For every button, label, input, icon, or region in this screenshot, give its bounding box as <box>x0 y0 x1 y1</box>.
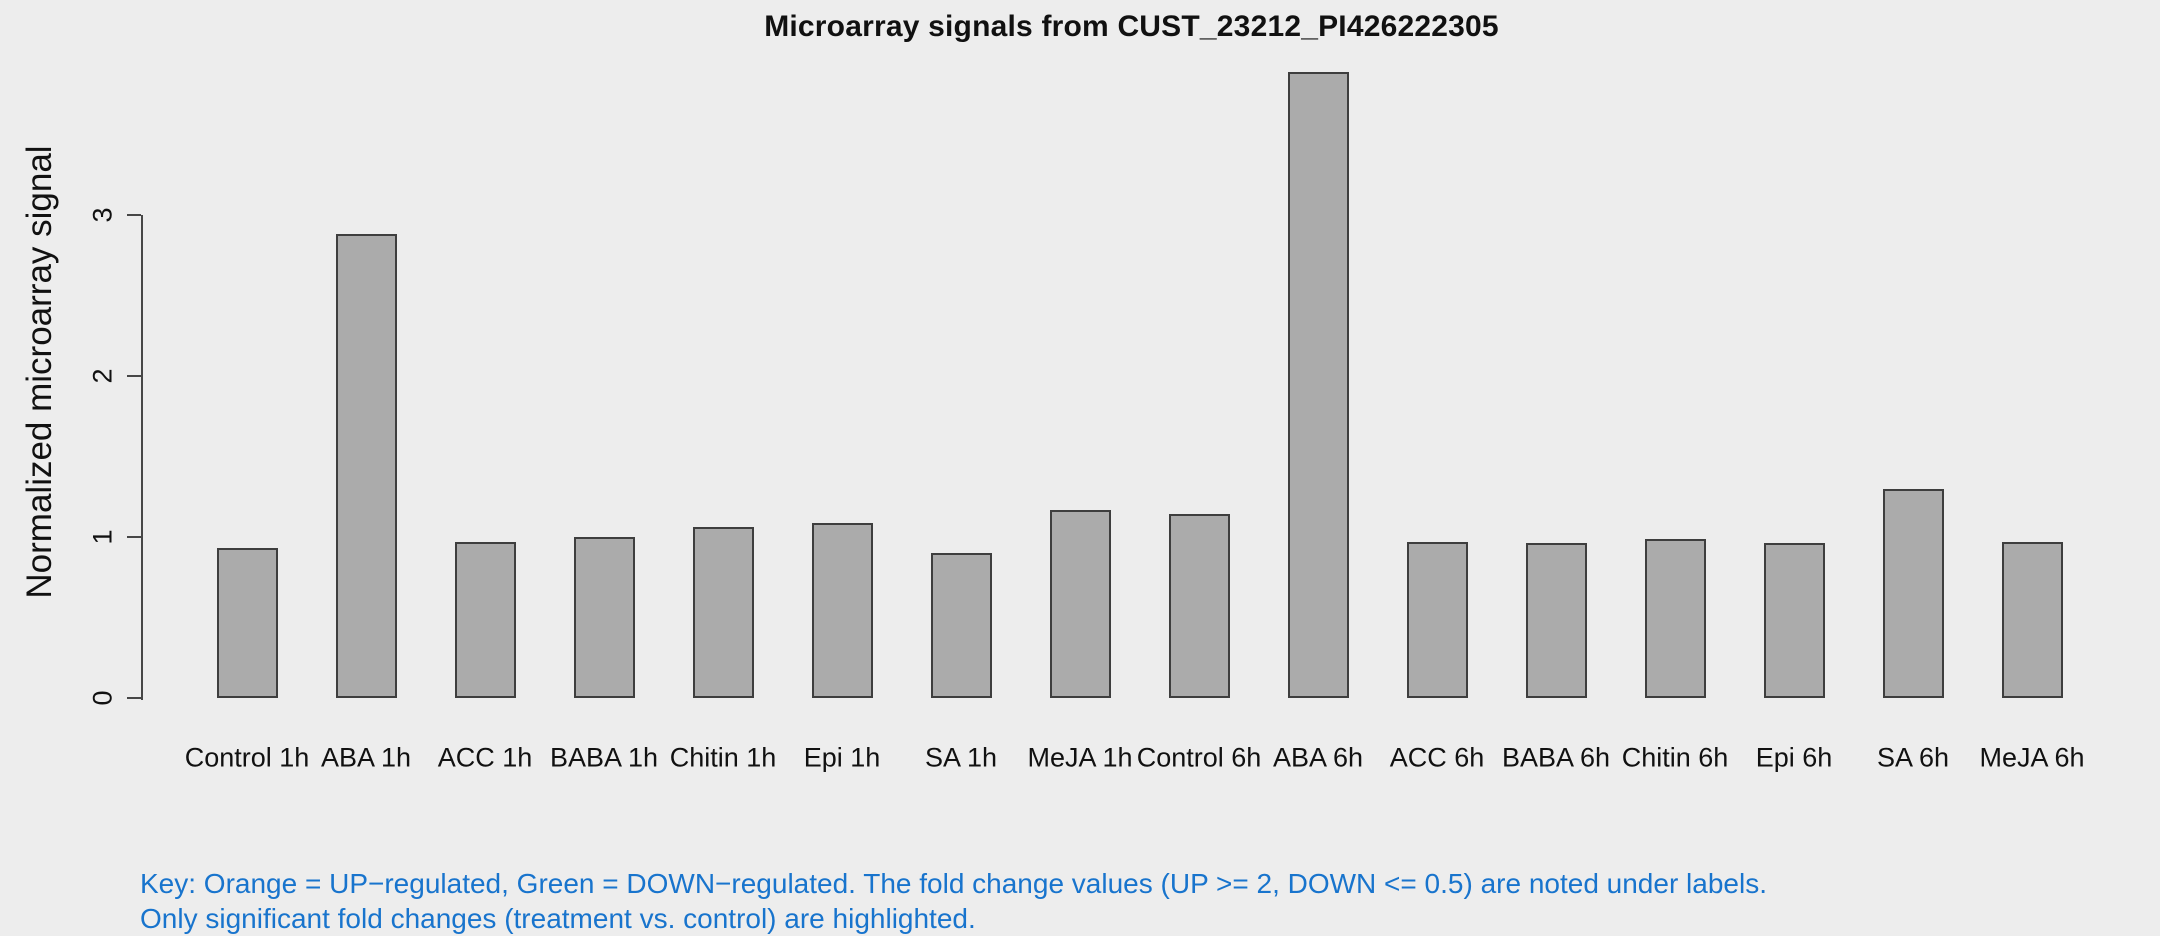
bar <box>574 537 635 698</box>
chart-title: Microarray signals from CUST_23212_PI426… <box>764 10 1499 43</box>
y-tick <box>127 536 141 538</box>
x-axis-label: Chitin 6h <box>1621 742 1729 773</box>
bar <box>217 548 278 698</box>
bar <box>455 542 516 698</box>
bar <box>2002 542 2063 698</box>
y-tick-label: 2 <box>87 368 118 384</box>
x-axis-label: MeJA 1h <box>1027 742 1133 773</box>
y-tick-label: 0 <box>87 690 118 706</box>
y-tick <box>127 697 141 699</box>
bar <box>1169 514 1230 698</box>
x-axis-label: ABA 6h <box>1272 742 1364 773</box>
x-axis-label: SA 6h <box>1876 742 1950 773</box>
x-axis-label: BABA 1h <box>549 742 659 773</box>
y-tick-label: 3 <box>87 207 118 223</box>
bar <box>1764 543 1825 698</box>
x-axis-label: ABA 1h <box>320 742 412 773</box>
y-tick-label: 1 <box>87 529 118 545</box>
key-note: Key: Orange = UP−regulated, Green = DOWN… <box>140 866 1767 936</box>
y-tick <box>127 375 141 377</box>
bar <box>812 523 873 698</box>
y-tick <box>127 214 141 216</box>
bar <box>1288 72 1349 698</box>
x-axis-label: Epi 1h <box>803 742 881 773</box>
x-axis-label: Control 1h <box>184 742 310 773</box>
key-note-line1: Key: Orange = UP−regulated, Green = DOWN… <box>140 868 1767 899</box>
bar <box>1407 542 1468 698</box>
bar <box>1883 489 1944 698</box>
bar <box>1050 510 1111 698</box>
bar <box>931 553 992 698</box>
y-axis-line <box>141 215 143 700</box>
x-axis-label: ACC 1h <box>437 742 533 773</box>
bar <box>1526 543 1587 698</box>
x-axis-label: Control 6h <box>1136 742 1262 773</box>
y-axis-label: Normalized microarray signal <box>20 145 59 599</box>
x-axis-label: Epi 6h <box>1755 742 1833 773</box>
x-axis-label: BABA 6h <box>1501 742 1611 773</box>
bar <box>693 527 754 698</box>
x-axis-label: Chitin 1h <box>669 742 777 773</box>
bar <box>1645 539 1706 698</box>
x-axis-label: ACC 6h <box>1389 742 1485 773</box>
x-axis-label: MeJA 6h <box>1979 742 2085 773</box>
bar <box>336 234 397 698</box>
key-note-line2: Only significant fold changes (treatment… <box>140 903 976 934</box>
x-axis-label: SA 1h <box>924 742 998 773</box>
